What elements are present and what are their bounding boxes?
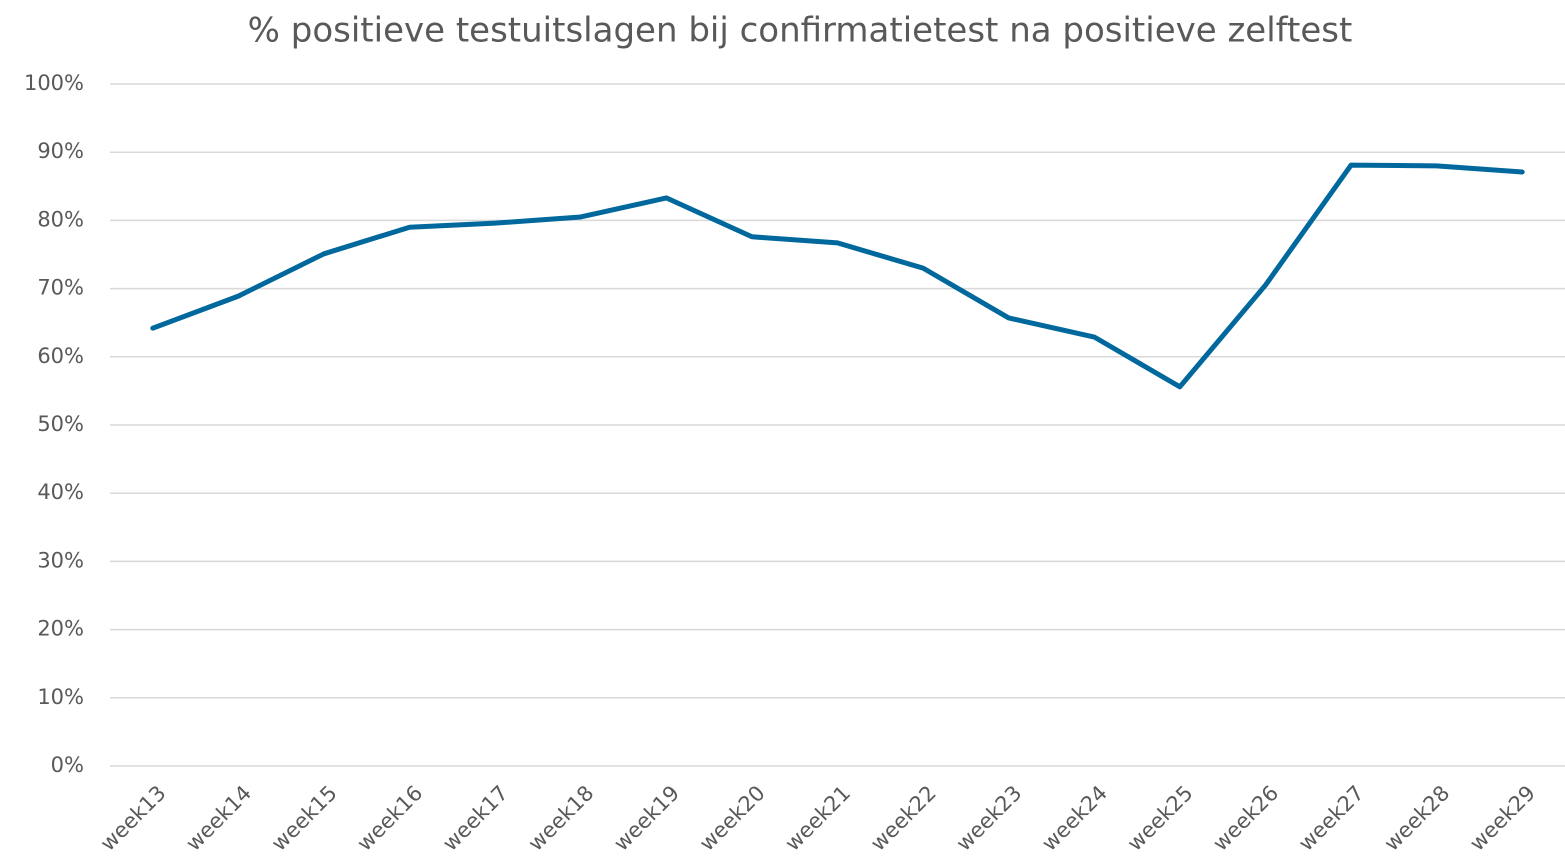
x-tick-label: week16 [352, 781, 427, 856]
y-tick-label: 80% [37, 207, 84, 231]
x-tick-label: week23 [952, 781, 1027, 856]
y-tick-label: 100% [24, 71, 84, 95]
y-tick-label: 40% [37, 480, 84, 504]
x-tick-label: week18 [524, 781, 599, 856]
y-tick-label: 10% [37, 685, 84, 709]
y-tick-label: 0% [51, 753, 84, 777]
x-tick-label: week19 [609, 781, 684, 856]
x-tick-label: week21 [780, 781, 855, 856]
x-tick-label: week28 [1380, 781, 1455, 856]
y-tick-label: 60% [37, 344, 84, 368]
x-tick-label: week17 [438, 781, 513, 856]
x-tick-label: week27 [1294, 781, 1369, 856]
data-line [150, 162, 1525, 390]
y-tick-label: 30% [37, 548, 84, 572]
y-tick-label: 20% [37, 617, 84, 641]
x-tick-label: week24 [1037, 781, 1112, 856]
x-tick-label: week25 [1123, 781, 1198, 856]
y-tick-label: 70% [37, 276, 84, 300]
x-tick-label: week20 [695, 781, 770, 856]
x-tick-label: week22 [866, 781, 941, 856]
x-tick-label: week29 [1465, 781, 1540, 856]
chart-title: % positieve testuitslagen bij confirmati… [248, 11, 1353, 51]
y-tick-label: 90% [37, 139, 84, 163]
y-tick-label: 50% [37, 412, 84, 436]
x-tick-label: week13 [96, 781, 171, 856]
x-tick-label: week15 [267, 781, 342, 856]
x-tick-label: week26 [1208, 781, 1283, 856]
x-tick-label: week14 [181, 781, 256, 856]
